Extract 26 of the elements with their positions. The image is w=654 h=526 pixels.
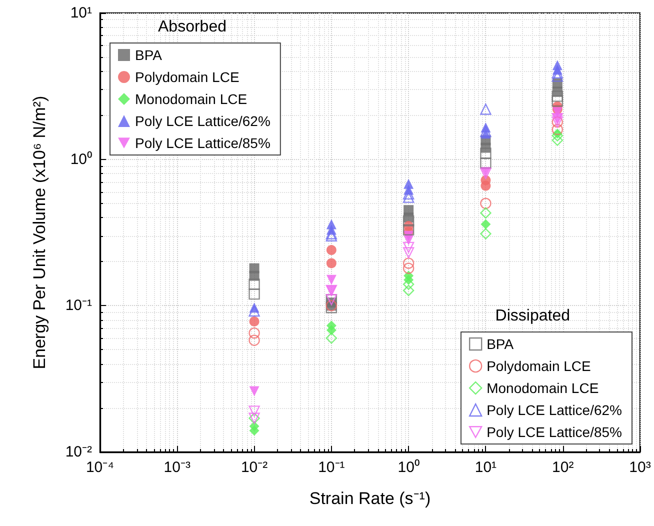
x-tick-label: 10⁻⁴ <box>86 459 114 476</box>
x-tick-label: 10⁻² <box>240 459 268 476</box>
legend-label: BPA <box>135 47 163 63</box>
y-axis-title: Energy Per Unit Volume (x10⁶ N/m²) <box>30 96 49 370</box>
legend-label: Polydomain LCE <box>486 358 591 374</box>
legend-label: Poly LCE Lattice/85% <box>135 135 270 151</box>
x-tick-label: 10⁻¹ <box>318 459 345 476</box>
x-tick-label: 10⁻³ <box>164 459 190 476</box>
legend-label: Monodomain LCE <box>486 380 599 396</box>
x-tick-label: 10³ <box>629 459 651 476</box>
legend-label: Poly LCE Lattice/85% <box>486 424 622 440</box>
x-tick-label: 10⁰ <box>398 459 420 476</box>
legend-label: Poly LCE Lattice/62% <box>486 402 622 418</box>
legend-label: Poly LCE Lattice/62% <box>135 113 270 129</box>
x-tick-label: 10¹ <box>474 459 497 476</box>
legend-label: Monodomain LCE <box>135 91 248 107</box>
legend-label: Polydomain LCE <box>135 69 240 85</box>
y-tick-label: 10¹ <box>70 4 92 22</box>
y-tick-label: 10⁻² <box>65 444 92 460</box>
x-tick-label: 10² <box>552 459 574 476</box>
legend-label: BPA <box>486 336 514 352</box>
y-tick-label: 10⁻¹ <box>65 297 92 314</box>
x-axis-title: Strain Rate (s⁻¹) <box>309 489 431 508</box>
y-tick-label: 10⁰ <box>70 150 92 168</box>
text: Absorbed <box>158 18 226 36</box>
text: Dissipated <box>495 308 570 324</box>
